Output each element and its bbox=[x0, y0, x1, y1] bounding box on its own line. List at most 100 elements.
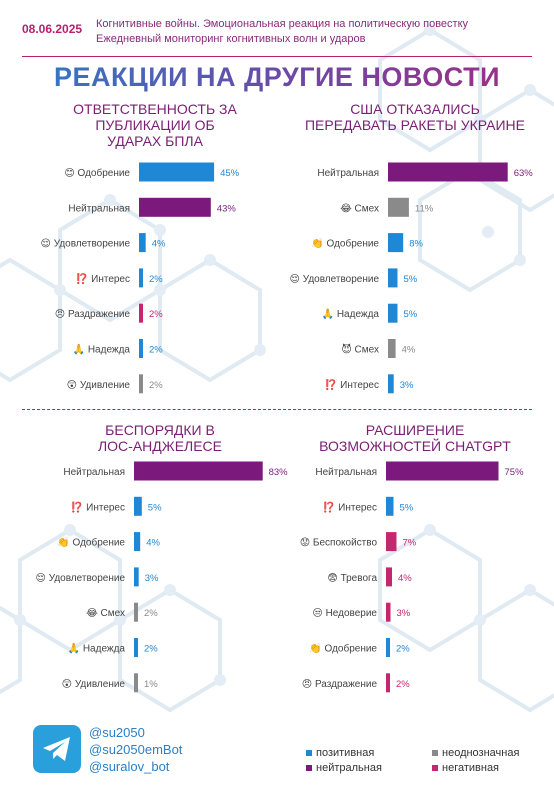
value-label: 75% bbox=[505, 467, 525, 478]
category-label: 🙏 Надежда bbox=[68, 643, 126, 655]
bar bbox=[388, 162, 508, 182]
value-label: 3% bbox=[145, 573, 159, 584]
category-label: Нейтральная bbox=[317, 168, 379, 179]
subtitle-line-1: Когнитивные войны. Эмоциональная реакция… bbox=[96, 18, 469, 30]
value-label: 2% bbox=[149, 309, 163, 320]
category-label: 👏 Одобрение bbox=[311, 237, 379, 250]
bar bbox=[386, 461, 499, 481]
category-label: ⁉️ Интерес bbox=[71, 500, 125, 513]
main-title: РЕАКЦИИ НА ДРУГИЕ НОВОСТИ bbox=[0, 62, 554, 93]
value-label: 4% bbox=[398, 573, 412, 584]
bar bbox=[139, 162, 215, 182]
bar bbox=[386, 532, 397, 552]
value-label: 1% bbox=[144, 679, 158, 690]
bar bbox=[139, 303, 143, 323]
bar bbox=[388, 303, 398, 323]
chart-4-title-line: ВОЗМОЖНОСТЕЙ CHATGPT bbox=[319, 438, 511, 454]
bar bbox=[134, 461, 263, 481]
legend-label: неоднозначная bbox=[442, 747, 520, 759]
category-label: 😟 Беспокойство bbox=[300, 538, 378, 549]
value-label: 2% bbox=[144, 644, 158, 655]
chart-3: Нейтральная 83% ⁉️ Интерес 5% 👏 Одобрение 4% 😌… bbox=[36, 461, 288, 693]
handle-link[interactable]: @suralov_bot bbox=[89, 759, 170, 774]
legend-label: позитивная bbox=[316, 747, 375, 759]
category-label: 😲 Удивление bbox=[62, 679, 126, 690]
legend-label: нейтральная bbox=[316, 762, 382, 774]
chart-1-title-line: ОТВЕТСТВЕННОСТЬ ЗА bbox=[73, 101, 237, 117]
value-label: 5% bbox=[148, 502, 162, 513]
chart-3-title-line: ЛОС-АНДЖЕЛЕСЕ bbox=[97, 438, 223, 454]
value-label: 63% bbox=[514, 168, 534, 179]
handle-link[interactable]: @su2050emBot bbox=[89, 742, 183, 757]
category-label: 😨 Тревога bbox=[327, 573, 377, 584]
bar bbox=[134, 496, 142, 516]
bar bbox=[134, 673, 138, 693]
bar bbox=[134, 638, 138, 657]
chart-2-title: США ОТКАЗАЛИСЬ ПЕРЕДАВАТЬ РАКЕТЫ УКРАИНЕ bbox=[290, 101, 540, 133]
value-label: 3% bbox=[397, 608, 411, 619]
category-label: 👏 Одобрение bbox=[309, 642, 377, 655]
chart-1-title: ОТВЕТСТВЕННОСТЬ ЗА ПУБЛИКАЦИИ ОБ УДАРАХ … bbox=[40, 101, 270, 149]
bar bbox=[386, 567, 392, 587]
header-divider bbox=[22, 56, 532, 57]
value-label: 5% bbox=[404, 274, 418, 285]
value-label: 5% bbox=[400, 502, 414, 513]
chart-1: 😊 Одобрение 45% Нейтральная 43% 😌 Удовлетвор… bbox=[41, 162, 240, 394]
category-label: 😂 Смех bbox=[340, 203, 379, 214]
report-subtitle: Когнитивные войны. Эмоциональная реакция… bbox=[96, 17, 536, 47]
category-label: 😊 Одобрение bbox=[64, 167, 130, 179]
legend-swatch bbox=[432, 765, 438, 772]
value-label: 4% bbox=[402, 345, 416, 356]
handle-link[interactable]: @su2050 bbox=[89, 725, 145, 740]
bar bbox=[139, 339, 143, 358]
category-label: 😠 Раздражение bbox=[302, 679, 378, 690]
category-label: Нейтральная bbox=[63, 467, 125, 478]
bar bbox=[134, 532, 141, 552]
category-label: Нейтральная bbox=[68, 203, 130, 214]
category-label: 🙏 Надежда bbox=[322, 308, 380, 320]
telegram-icon[interactable] bbox=[33, 725, 81, 773]
chart-4-title-line: РАСШИРЕНИЕ bbox=[365, 422, 465, 438]
report-date: 08.06.2025 bbox=[22, 22, 83, 36]
legend-swatch bbox=[432, 750, 438, 757]
chart-3-title: БЕСПОРЯДКИ В ЛОС-АНДЖЕЛЕСЕ bbox=[60, 422, 260, 454]
category-label: ⁉️ Интерес bbox=[325, 378, 379, 391]
bar bbox=[139, 374, 143, 394]
contact-handles: @su2050 @su2050emBot @suralov_bot bbox=[89, 724, 182, 775]
category-label: 😌 Удовлетворение bbox=[41, 239, 131, 250]
category-label: ⁉️ Интерес bbox=[323, 500, 377, 513]
legend-swatch bbox=[306, 750, 312, 757]
bar bbox=[388, 339, 396, 358]
value-label: 4% bbox=[146, 538, 160, 549]
chart-2-title-line: ПЕРЕДАВАТЬ РАКЕТЫ УКРАИНЕ bbox=[304, 117, 525, 133]
chart-4-title: РАСШИРЕНИЕ ВОЗМОЖНОСТЕЙ CHATGPT bbox=[300, 422, 530, 454]
value-label: 4% bbox=[152, 239, 166, 250]
legend-label: негативная bbox=[442, 762, 500, 774]
chart-2: Нейтральная 63% 😂 Смех 11% 👏 Одобрение 8% 😌 Уд… bbox=[290, 162, 534, 394]
bar bbox=[134, 602, 138, 622]
category-label: Нейтральная bbox=[315, 467, 377, 478]
category-label: 😈 Смех bbox=[341, 344, 379, 356]
value-label: 43% bbox=[217, 203, 237, 214]
value-label: 2% bbox=[149, 345, 163, 356]
value-label: 3% bbox=[400, 380, 414, 391]
bar bbox=[388, 197, 409, 217]
chart-3-title-line: БЕСПОРЯДКИ В bbox=[105, 422, 215, 438]
bar bbox=[139, 268, 143, 288]
bar bbox=[386, 496, 394, 516]
category-label: 😲 Удивление bbox=[67, 380, 131, 391]
bar bbox=[386, 638, 390, 657]
category-label: 👏 Одобрение bbox=[57, 536, 125, 549]
legend-item: нейтральная bbox=[306, 761, 382, 776]
legend-item: неоднозначная bbox=[432, 746, 519, 761]
value-label: 2% bbox=[396, 679, 410, 690]
category-label: 🙏 Надежда bbox=[73, 344, 131, 356]
section-divider bbox=[22, 409, 532, 410]
bar bbox=[388, 268, 398, 288]
legend-item: позитивная bbox=[306, 746, 374, 761]
bar bbox=[388, 374, 394, 394]
value-label: 5% bbox=[404, 309, 418, 320]
chart-4: Нейтральная 75% ⁉️ Интерес 5% 😟 Беспокойство… bbox=[300, 461, 525, 693]
